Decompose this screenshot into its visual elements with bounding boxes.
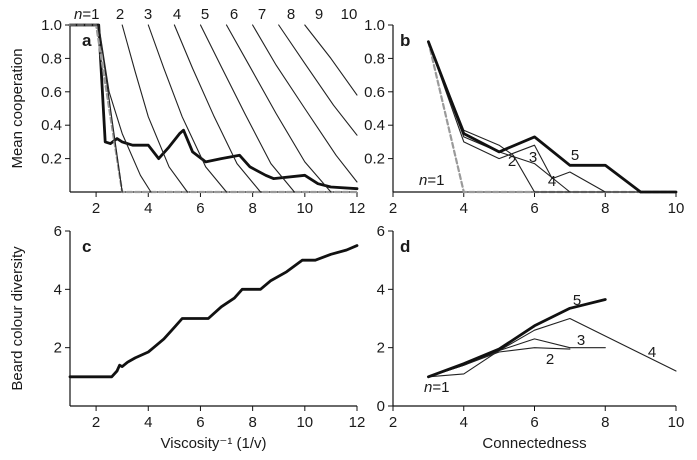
x-tick-label: 4: [144, 200, 152, 217]
y-tick-label: 0.8: [364, 50, 385, 67]
panel-label: b: [400, 31, 410, 50]
x-tick-label: 8: [248, 200, 256, 217]
curve-annotation: 8: [287, 6, 295, 23]
panel-b: [388, 24, 678, 197]
curve-annotation: 2: [508, 153, 516, 170]
series-line: [427, 40, 678, 194]
y-tick-label: 1.0: [364, 17, 385, 34]
x-axis-label: Connectedness: [482, 435, 586, 452]
panel-c: [65, 230, 359, 411]
x-tick-label: 6: [196, 414, 204, 431]
x-tick-label: 2: [92, 414, 100, 431]
curve-annotation: 4: [173, 6, 181, 23]
series-line: [68, 23, 359, 191]
series-line: [68, 244, 359, 379]
series-line: [427, 41, 677, 193]
x-tick-label: 8: [601, 200, 609, 217]
x-tick-label: 4: [460, 200, 468, 217]
y-tick-label: 0.6: [364, 84, 385, 101]
x-tick-label: 10: [668, 414, 685, 431]
series-line: [252, 24, 358, 183]
curve-annotation: n=1: [424, 379, 449, 396]
panel-label: d: [400, 237, 410, 256]
series-line: [199, 24, 295, 193]
x-tick-label: 2: [92, 200, 100, 217]
series-line: [147, 24, 228, 193]
y-tick-label: 2: [54, 340, 62, 357]
series-line: [278, 24, 358, 136]
curve-annotation: 5: [571, 147, 579, 164]
y-tick-label: 0.6: [41, 84, 62, 101]
curve-annotation: 2: [116, 6, 124, 23]
y-axis-label: Mean cooperation: [9, 48, 26, 168]
series-line: [304, 24, 358, 96]
panel-label: c: [82, 237, 91, 256]
y-tick-label: 6: [54, 223, 62, 240]
series-line: [427, 350, 500, 378]
x-tick-label: 10: [296, 414, 313, 431]
curve-annotation: n=1: [74, 6, 99, 23]
x-tick-label: 2: [389, 414, 397, 431]
series-line: [98, 24, 152, 193]
x-tick-label: 6: [530, 414, 538, 431]
curve-annotation: 10: [341, 6, 358, 23]
series-line: [427, 40, 678, 194]
x-tick-label: 2: [389, 200, 397, 217]
series-line: [427, 41, 677, 193]
x-tick-label: 12: [349, 414, 366, 431]
curve-annotation: 3: [144, 6, 152, 23]
x-tick-label: 8: [248, 414, 256, 431]
curve-annotation: 5: [573, 292, 581, 309]
panel-a: [65, 23, 359, 197]
y-tick-label: 1.0: [41, 17, 62, 34]
y-tick-label: 0: [377, 398, 385, 415]
curve-annotation: 4: [648, 344, 656, 361]
panel-label: a: [82, 31, 92, 50]
y-tick-label: 4: [377, 281, 385, 298]
y-tick-label: 0.4: [364, 117, 385, 134]
y-tick-label: 4: [54, 281, 62, 298]
y-tick-label: 2: [377, 340, 385, 357]
curve-annotation: 7: [258, 6, 266, 23]
curve-annotation: 4: [548, 173, 556, 190]
x-tick-label: 10: [296, 200, 313, 217]
x-tick-label: 12: [349, 200, 366, 217]
curve-annotation: 9: [315, 6, 323, 23]
curve-annotation: 2: [546, 351, 554, 368]
curve-annotation: 3: [529, 149, 537, 166]
y-tick-label: 0.2: [41, 151, 62, 168]
curve-annotation: 5: [201, 6, 209, 23]
x-tick-label: 4: [144, 414, 152, 431]
series-line: [427, 317, 677, 378]
curve-annotation: 6: [230, 6, 238, 23]
series-line: [427, 298, 607, 379]
y-axis-label: Beard colour diversity: [9, 246, 26, 391]
x-tick-label: 10: [668, 200, 685, 217]
x-tick-label: 6: [530, 200, 538, 217]
y-tick-label: 0.2: [364, 151, 385, 168]
x-tick-label: 6: [196, 200, 204, 217]
series-line: [121, 24, 188, 193]
x-tick-label: 4: [460, 414, 468, 431]
y-tick-label: 0.4: [41, 117, 62, 134]
series-line: [173, 24, 262, 193]
x-axis-label: Viscosity⁻¹ (1/v): [161, 435, 267, 452]
series-line: [427, 41, 677, 193]
y-tick-label: 6: [377, 223, 385, 240]
x-tick-label: 8: [601, 414, 609, 431]
panel-d: [388, 230, 677, 411]
curve-annotation: 3: [577, 332, 585, 349]
y-tick-label: 0.8: [41, 50, 62, 67]
curve-annotation: n=1: [419, 172, 444, 189]
series-line: [225, 24, 332, 193]
